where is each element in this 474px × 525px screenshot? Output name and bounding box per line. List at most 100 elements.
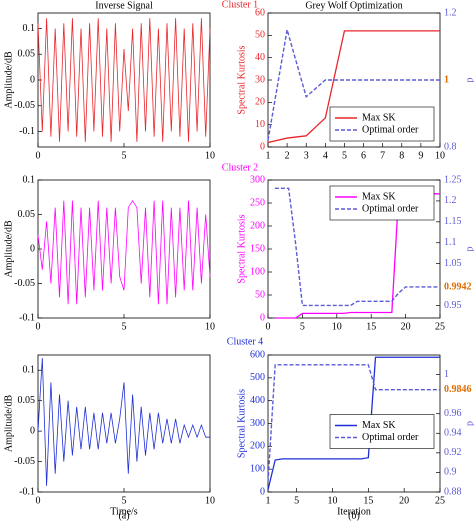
y-tick-label: 0: [260, 141, 265, 152]
y-tick-label: 10: [255, 119, 265, 130]
y2-tick-label: 1.05: [444, 258, 462, 269]
y2-tick-label: 0.8: [444, 141, 457, 152]
y-tick-label: 0: [260, 486, 265, 497]
cluster-label: Cluster 4: [227, 336, 263, 347]
y-tick-label: 0: [260, 312, 265, 323]
x-tick-label: 4: [323, 150, 328, 161]
y2-axis-label: p: [464, 421, 474, 426]
y-tick-label: 0.05: [18, 209, 36, 220]
x-axis-label: Iteration: [337, 506, 371, 517]
y2-annotation: 1: [444, 74, 449, 85]
y-tick-label: 20: [255, 97, 265, 108]
x-tick-label: 20: [399, 495, 409, 506]
x-tick-label: 10: [332, 321, 342, 332]
y-tick-label: -0.05: [14, 278, 35, 289]
plot-frame: [37, 354, 211, 493]
x-tick-label: 5: [122, 321, 127, 332]
x-tick-label: 6: [361, 150, 366, 161]
y-tick-label: 0.1: [23, 365, 36, 376]
series-line: [267, 30, 440, 144]
x-tick-label: 0: [266, 321, 271, 332]
legend-label: Optimal order: [362, 203, 419, 214]
y-tick-label: 0: [30, 243, 35, 254]
x-tick-label: 1: [266, 150, 271, 161]
x-tick-label: 15: [363, 495, 373, 506]
y-tick-label: 200: [250, 441, 265, 452]
y-tick-label: 250: [250, 197, 265, 208]
y-axis-label: Amplitude/dB: [3, 51, 14, 109]
chart-title: Inverse Signal: [95, 0, 153, 11]
y-tick-label: 300: [250, 174, 265, 185]
y2-tick-label: 1: [444, 369, 449, 380]
x-tick-label: 5: [294, 495, 299, 506]
x-tick-label: 5: [300, 321, 305, 332]
caption: (b): [348, 510, 360, 521]
y-tick-label: 0: [30, 425, 35, 436]
series-line: [267, 29, 440, 141]
x-tick-label: 10: [205, 321, 215, 332]
legend-label: Optimal order: [362, 432, 419, 443]
legend-label: Max SK: [362, 191, 396, 202]
x-tick-label: 5: [122, 150, 127, 161]
plot-frame: [37, 12, 211, 148]
y-axis-label: Spectral Kurtosis: [236, 389, 247, 458]
legend-box: [329, 414, 435, 449]
x-tick-label: 25: [435, 495, 445, 506]
x-tick-label: 7: [380, 150, 385, 161]
x-tick-label: 1: [266, 495, 271, 506]
x-tick-label: 15: [366, 321, 376, 332]
legend-label: Optimal order: [362, 124, 419, 135]
x-tick-label: 0: [36, 321, 41, 332]
y-tick-label: 40: [255, 52, 265, 63]
x-tick-label: 10: [205, 495, 215, 506]
y2-tick-label: 1.2: [444, 195, 457, 206]
y2-tick-label: 0.95: [444, 300, 462, 311]
y-tick-label: -0.1: [19, 312, 35, 323]
y-tick-label: 300: [250, 418, 265, 429]
y-tick-label: 100: [250, 463, 265, 474]
y2-tick-label: 0.9: [444, 467, 457, 478]
y-tick-label: 50: [255, 289, 265, 300]
cluster-label: Cluster 2: [222, 162, 258, 173]
x-tick-label: 10: [435, 150, 445, 161]
y-tick-label: -0.1: [19, 126, 35, 137]
x-tick-label: 5: [342, 150, 347, 161]
x-tick-label: 0: [36, 495, 41, 506]
y2-tick-label: 0.96: [444, 408, 462, 419]
x-tick-label: 20: [401, 321, 411, 332]
x-tick-label: 5: [122, 495, 127, 506]
y-tick-label: 30: [255, 74, 265, 85]
y-tick-label: 100: [250, 266, 265, 277]
plot-frame: [37, 179, 211, 319]
x-tick-label: 9: [418, 150, 423, 161]
y-tick-label: -0.05: [14, 100, 35, 111]
y2-tick-label: 1.2: [444, 7, 457, 18]
x-tick-label: 8: [399, 150, 404, 161]
y-tick-label: 500: [250, 372, 265, 383]
y-axis-label: Amplitude/dB: [3, 395, 14, 453]
legend-box: [329, 185, 435, 221]
y-axis-label: Amplitude/dB: [3, 220, 14, 278]
y-tick-label: 0.05: [18, 395, 36, 406]
x-tick-label: 3: [304, 150, 309, 161]
y2-axis-label: p: [464, 78, 474, 83]
legend-label: Max SK: [362, 420, 396, 431]
y-axis-label: Spectral Kurtosis: [236, 45, 247, 114]
y2-tick-label: 1.1: [444, 237, 457, 248]
series-line: [37, 199, 211, 305]
series-line: [37, 18, 211, 142]
y2-axis-label: p: [464, 247, 474, 252]
legend-label: Max SK: [362, 112, 396, 123]
caption: (a): [118, 510, 129, 521]
y2-annotation: 0.9846: [444, 384, 472, 395]
y-tick-label: 400: [250, 395, 265, 406]
y-axis-label: Spectral Kurtosis: [236, 214, 247, 283]
series-line: [274, 187, 440, 307]
y2-tick-label: 0.88: [444, 486, 462, 497]
series-line: [267, 356, 440, 490]
cluster-label: Cluster 1: [222, 0, 258, 10]
y-tick-label: 60: [255, 7, 265, 18]
y2-tick-label: 0.92: [444, 447, 462, 458]
y-tick-label: -0.05: [14, 456, 35, 467]
